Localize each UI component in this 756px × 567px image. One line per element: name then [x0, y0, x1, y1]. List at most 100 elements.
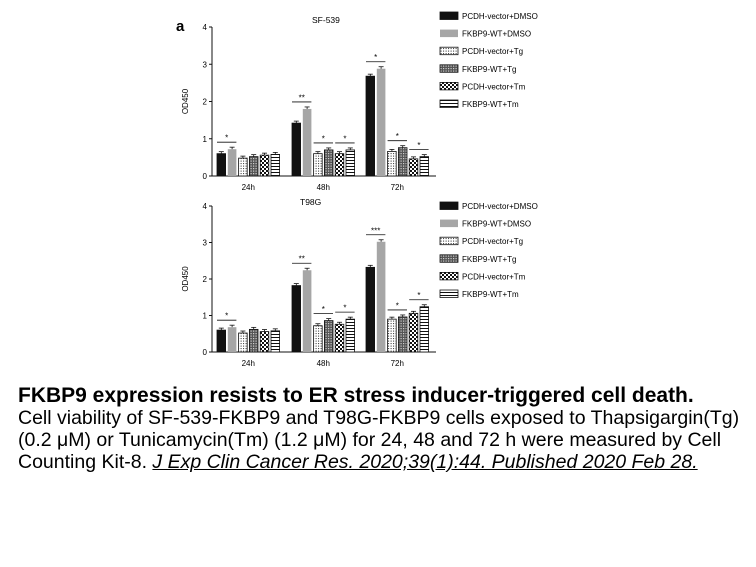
- legend-swatch: [440, 29, 458, 38]
- bar-pcdh-vector-tm-24h: [259, 154, 270, 177]
- bar-pcdh-vector-dmso-24h: [216, 153, 227, 177]
- legend-label: PCDH-vector+DMSO: [462, 12, 538, 21]
- bar-fkbp9-wt-dmso-24h: [227, 327, 237, 352]
- legend-label: PCDH-vector+Tg: [462, 47, 523, 56]
- bar-fkbp9-wt-dmso-48h: [302, 270, 312, 352]
- x-tick-label: 72h: [391, 359, 404, 368]
- y-tick-label: 3: [203, 60, 208, 69]
- y-tick-label: 4: [203, 23, 208, 32]
- y-tick-label: 3: [203, 239, 208, 248]
- legend-swatch: [439, 236, 459, 246]
- y-tick-label: 2: [203, 275, 208, 284]
- legend-swatch: [439, 99, 459, 108]
- bar-pcdh-vector-dmso-48h: [291, 285, 302, 353]
- significance-label: *: [343, 134, 346, 143]
- legend-swatch: [439, 254, 459, 263]
- significance-label: *: [322, 134, 325, 143]
- bar-fkbp9-wt-dmso-24h: [227, 149, 237, 176]
- significance-label: *: [343, 304, 346, 313]
- bar-pcdh-vector-dmso-24h: [216, 329, 227, 353]
- significance-label: *: [417, 291, 420, 300]
- y-tick-label: 1: [203, 135, 208, 144]
- caption-title: FKBP9 expression resists to ER stress in…: [18, 384, 694, 407]
- figure-caption: FKBP9 expression resists to ER stress in…: [18, 384, 748, 473]
- significance-label: *: [225, 312, 228, 321]
- bar-fkbp9-wt-tm-24h: [270, 330, 281, 353]
- caption-body: Cell viability of SF-539-FKBP9 and T98G-…: [18, 407, 748, 473]
- bar-fkbp9-wt-tm-72h: [419, 156, 430, 177]
- bar-fkbp9-wt-dmso-72h: [376, 68, 386, 176]
- legend-swatch: [439, 289, 459, 298]
- significance-label: ***: [371, 226, 380, 235]
- significance-label: *: [225, 134, 228, 143]
- bar-pcdh-vector-tm-48h: [334, 323, 345, 353]
- x-tick-label: 48h: [317, 183, 330, 192]
- legend-label: FKBP9-WT+Tm: [462, 290, 519, 299]
- bar-fkbp9-wt-tg-48h: [323, 320, 334, 353]
- legend-label: FKBP9-WT+Tm: [462, 100, 519, 109]
- chart-title: SF-539: [312, 15, 340, 25]
- bar-pcdh-vector-tg-48h: [313, 325, 323, 353]
- bar-pcdh-vector-tm-24h: [259, 331, 270, 353]
- x-tick-label: 24h: [242, 359, 255, 368]
- legend-swatch: [439, 201, 459, 210]
- legend-swatch: [440, 219, 458, 228]
- legend-label: FKBP9-WT+Tg: [462, 255, 516, 264]
- y-tick-label: 1: [203, 312, 208, 321]
- significance-label: *: [417, 141, 420, 150]
- x-tick-label: 24h: [242, 183, 255, 192]
- bar-fkbp9-wt-tg-72h: [397, 147, 408, 177]
- panel-label: a: [176, 18, 185, 35]
- bar-pcdh-vector-tg-24h: [238, 157, 248, 177]
- bar-fkbp9-wt-tm-72h: [419, 306, 430, 353]
- x-tick-label: 48h: [317, 359, 330, 368]
- bar-pcdh-vector-tm-72h: [408, 312, 419, 353]
- y-tick-label: 4: [203, 202, 208, 211]
- significance-label: **: [299, 255, 305, 264]
- caption-text: Cell viability of SF-539-FKBP9 and T98G-…: [18, 407, 740, 473]
- legend-swatch: [439, 64, 459, 73]
- bar-fkbp9-wt-tg-24h: [248, 328, 259, 353]
- legend-swatch: [439, 82, 459, 91]
- legend-label: FKBP9-WT+DMSO: [462, 30, 531, 39]
- y-axis-label: OD450: [181, 88, 190, 114]
- bar-pcdh-vector-dmso-72h: [365, 75, 376, 177]
- bar-fkbp9-wt-dmso-72h: [376, 241, 386, 352]
- legend-label: FKBP9-WT+Tg: [462, 65, 516, 74]
- legend-label: PCDH-vector+DMSO: [462, 202, 538, 211]
- bar-fkbp9-wt-tm-48h: [345, 318, 356, 353]
- significance-label: *: [396, 132, 399, 141]
- citation-link[interactable]: J Exp Clin Cancer Res. 2020;39(1):44. Pu…: [152, 451, 698, 473]
- legend-swatch: [439, 11, 459, 20]
- bar-pcdh-vector-tm-48h: [334, 153, 345, 177]
- bar-fkbp9-wt-tg-72h: [397, 316, 408, 353]
- bar-fkbp9-wt-tm-24h: [270, 153, 281, 177]
- y-tick-label: 0: [203, 348, 208, 357]
- y-axis-label: OD450: [181, 266, 190, 292]
- bar-pcdh-vector-dmso-72h: [365, 266, 376, 353]
- y-tick-label: 0: [203, 172, 208, 181]
- significance-label: *: [374, 53, 377, 62]
- significance-label: *: [396, 301, 399, 310]
- legend-swatch: [439, 46, 459, 56]
- bar-pcdh-vector-tg-48h: [313, 153, 323, 177]
- bar-pcdh-vector-tm-72h: [408, 158, 419, 177]
- legend-label: FKBP9-WT+DMSO: [462, 220, 531, 229]
- bar-fkbp9-wt-dmso-48h: [302, 108, 312, 176]
- x-tick-label: 72h: [391, 183, 404, 192]
- bar-fkbp9-wt-tg-48h: [323, 149, 334, 177]
- y-tick-label: 2: [203, 98, 208, 107]
- bar-pcdh-vector-tg-24h: [238, 332, 248, 353]
- legend-swatch: [439, 271, 459, 281]
- bar-pcdh-vector-tg-72h: [387, 318, 397, 353]
- bar-fkbp9-wt-tm-48h: [345, 149, 356, 177]
- significance-label: **: [299, 93, 305, 102]
- legend-label: PCDH-vector+Tm: [462, 272, 526, 281]
- bar-pcdh-vector-tg-72h: [387, 151, 397, 177]
- bar-fkbp9-wt-tg-24h: [248, 156, 259, 177]
- bar-pcdh-vector-dmso-48h: [291, 122, 302, 177]
- legend-label: PCDH-vector+Tm: [462, 82, 526, 91]
